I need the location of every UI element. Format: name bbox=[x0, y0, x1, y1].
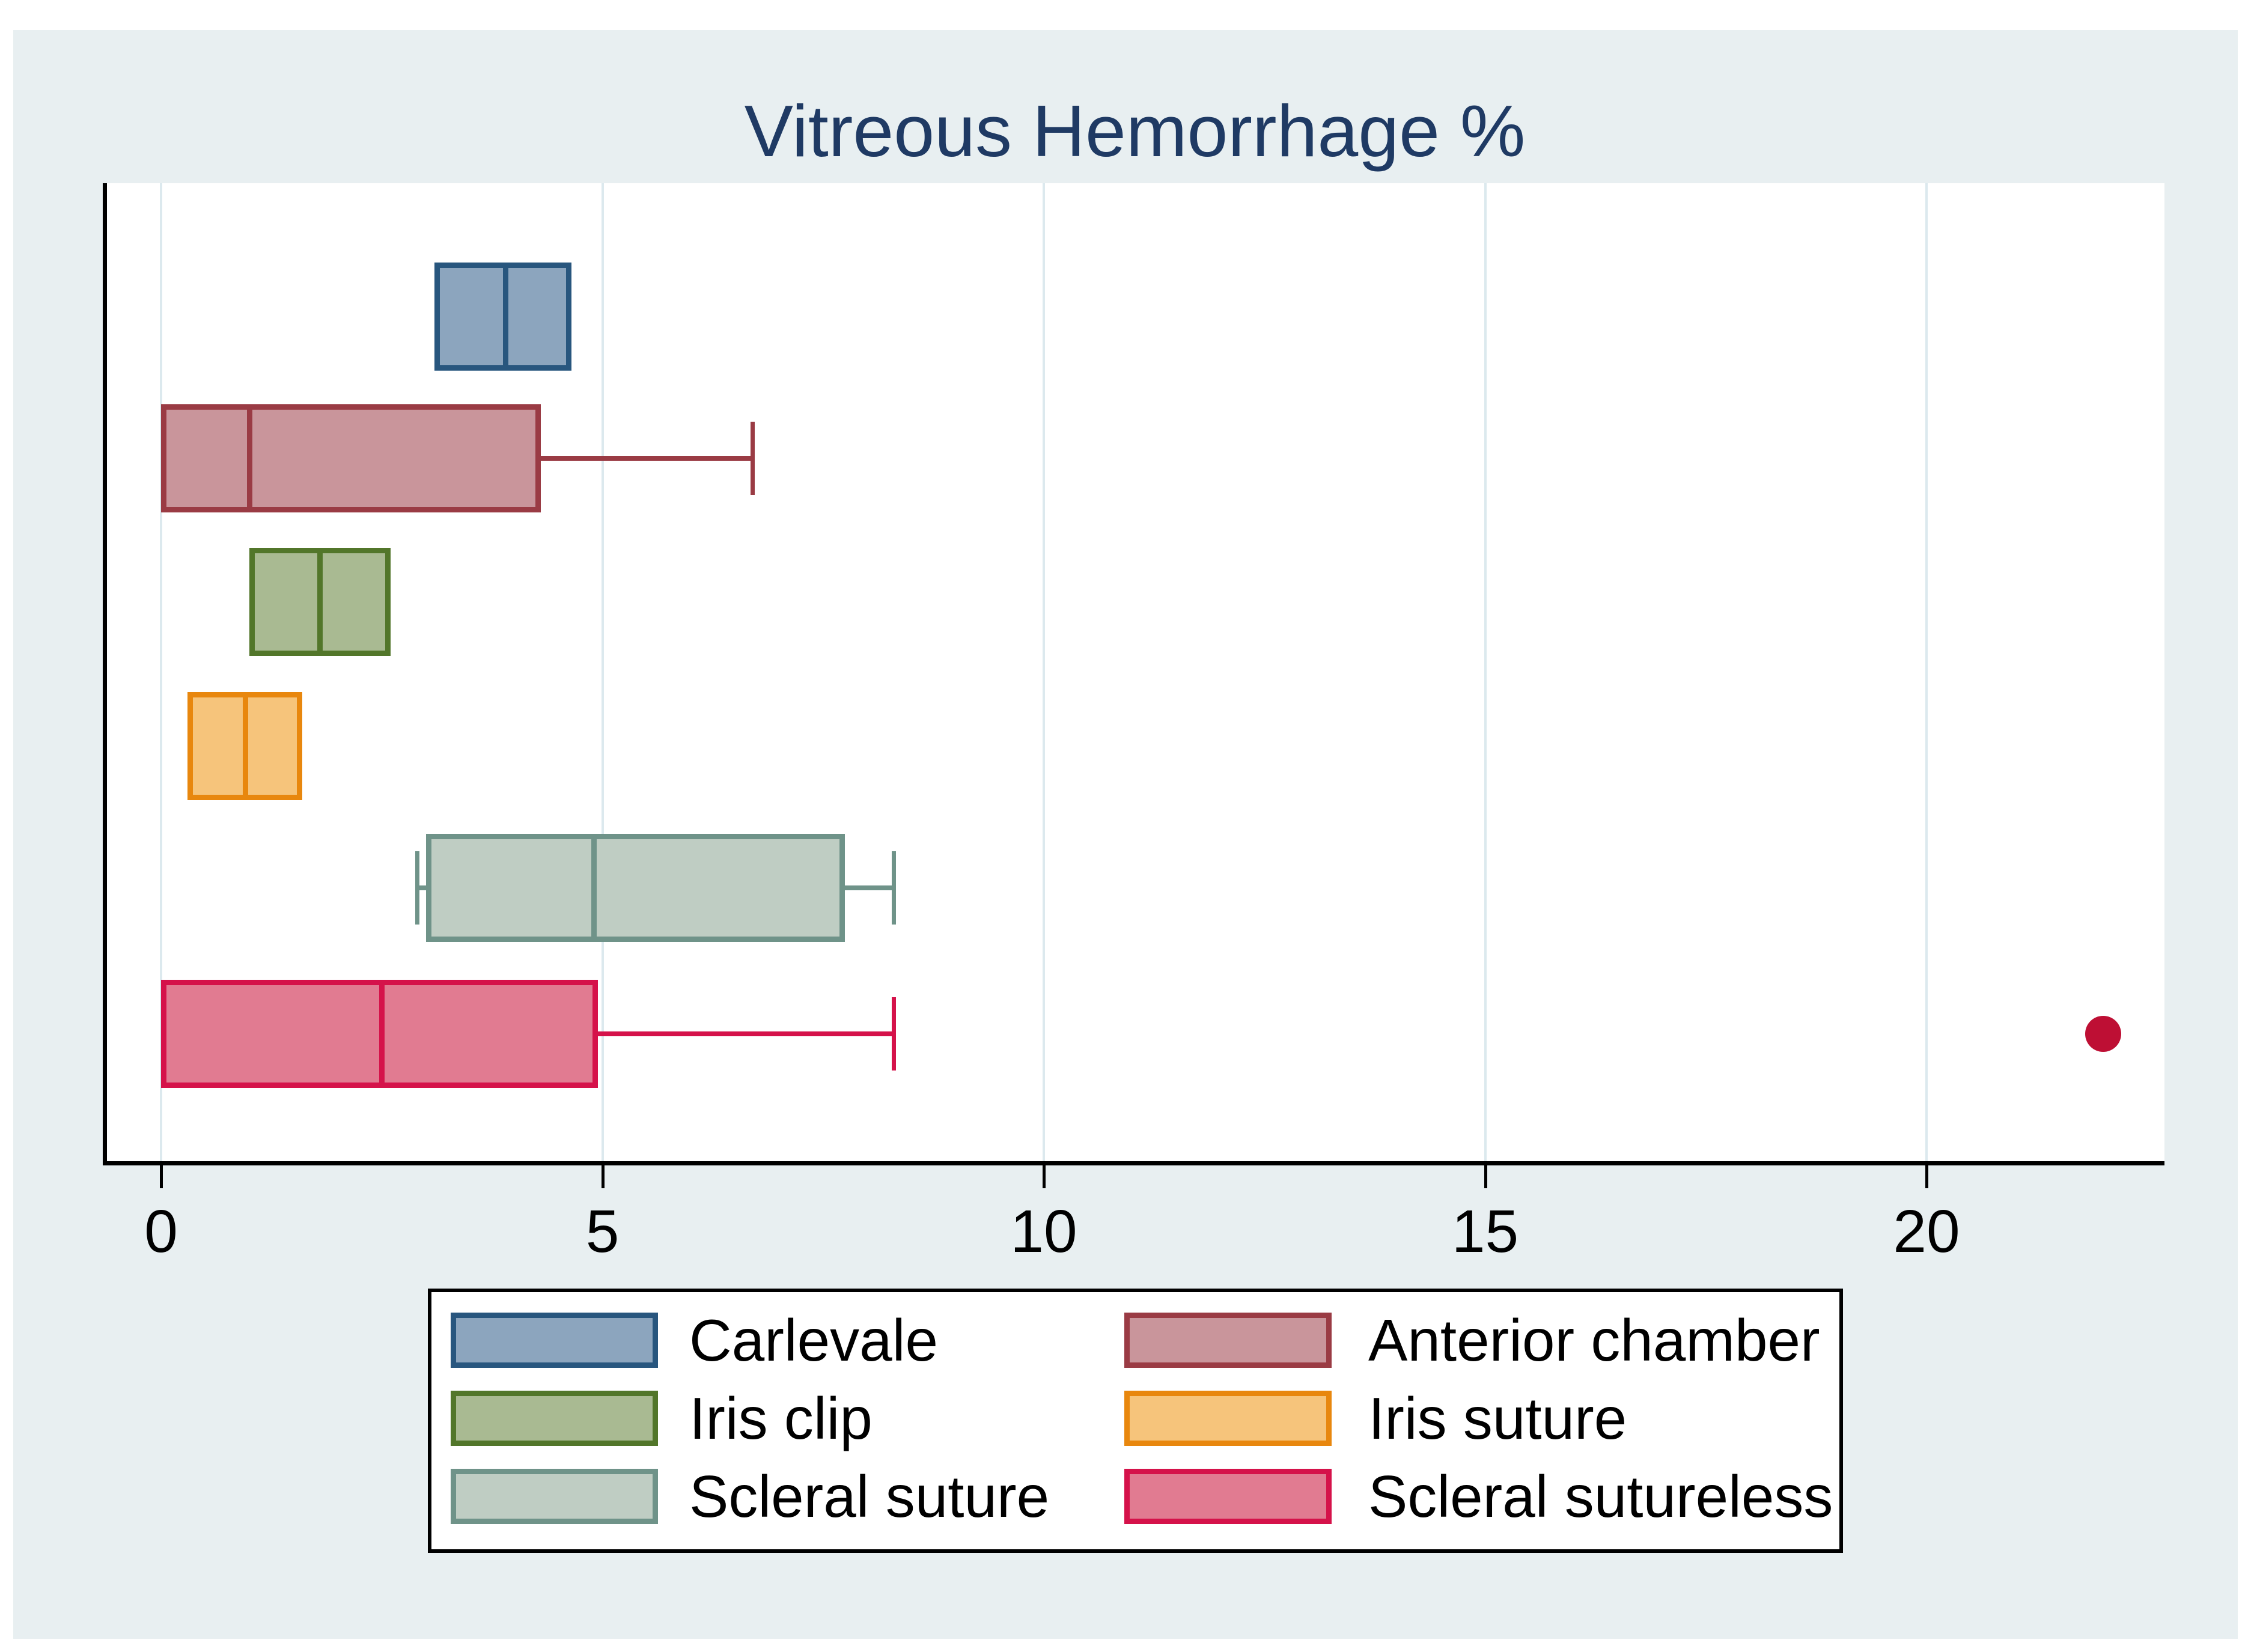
scleral-sutureless-whisker-high-cap bbox=[892, 997, 897, 1070]
chart-title: Vitreous Hemorrhage % bbox=[744, 90, 1526, 172]
scleral-sutureless-outlier bbox=[2085, 1016, 2121, 1052]
anterior-chamber-median bbox=[246, 404, 252, 512]
legend-swatch-iris-clip bbox=[451, 1391, 658, 1446]
x-tick-15 bbox=[1484, 1165, 1487, 1188]
gridline-0 bbox=[160, 183, 162, 1161]
scleral-suture-whisker-low-cap bbox=[415, 851, 419, 925]
scleral-suture-whisker-high-line bbox=[845, 885, 894, 890]
gridline-20 bbox=[1925, 183, 1928, 1161]
legend-swatch-anterior-chamber bbox=[1124, 1313, 1332, 1368]
gridline-5 bbox=[601, 183, 604, 1161]
x-tick-label-5: 5 bbox=[585, 1198, 620, 1265]
legend-label-anterior-chamber: Anterior chamber bbox=[1368, 1307, 1820, 1373]
x-tick-20 bbox=[1925, 1165, 1928, 1188]
legend-label-scleral-suture: Scleral suture bbox=[689, 1463, 1050, 1529]
x-tick-label-15: 15 bbox=[1451, 1198, 1519, 1265]
legend-swatch-scleral-suture bbox=[451, 1469, 658, 1524]
scleral-sutureless-median bbox=[379, 980, 385, 1088]
scleral-suture-whisker-high-cap bbox=[892, 851, 897, 925]
gridline-10 bbox=[1043, 183, 1045, 1161]
x-tick-label-0: 0 bbox=[144, 1198, 178, 1265]
y-axis-line bbox=[103, 183, 107, 1165]
x-axis-line bbox=[103, 1161, 2164, 1165]
carlevale-median bbox=[502, 263, 508, 371]
scleral-sutureless-whisker-high-line bbox=[598, 1031, 894, 1036]
legend-label-scleral-sutureless: Scleral sutureless bbox=[1368, 1463, 1833, 1529]
x-tick-0 bbox=[160, 1165, 163, 1188]
x-tick-5 bbox=[601, 1165, 605, 1188]
anterior-chamber-whisker-high-line bbox=[540, 456, 753, 461]
x-tick-label-20: 20 bbox=[1893, 1198, 1960, 1265]
legend-label-iris-suture: Iris suture bbox=[1368, 1385, 1627, 1451]
anterior-chamber-whisker-high-cap bbox=[751, 422, 755, 495]
x-tick-label-10: 10 bbox=[1010, 1198, 1077, 1265]
gridline-15 bbox=[1484, 183, 1487, 1161]
legend-swatch-carlevale bbox=[451, 1313, 658, 1368]
scleral-suture-whisker-low-line bbox=[417, 885, 426, 890]
scleral-suture-median bbox=[591, 834, 597, 942]
legend-swatch-scleral-sutureless bbox=[1124, 1469, 1332, 1524]
anterior-chamber-box bbox=[161, 404, 541, 512]
legend-label-carlevale: Carlevale bbox=[689, 1307, 938, 1373]
scleral-suture-box bbox=[425, 834, 845, 942]
legend-label-iris-clip: Iris clip bbox=[689, 1385, 873, 1451]
iris-suture-median bbox=[242, 692, 248, 800]
legend-swatch-iris-suture bbox=[1124, 1391, 1332, 1446]
iris-clip-median bbox=[317, 548, 323, 656]
x-tick-10 bbox=[1043, 1165, 1046, 1188]
